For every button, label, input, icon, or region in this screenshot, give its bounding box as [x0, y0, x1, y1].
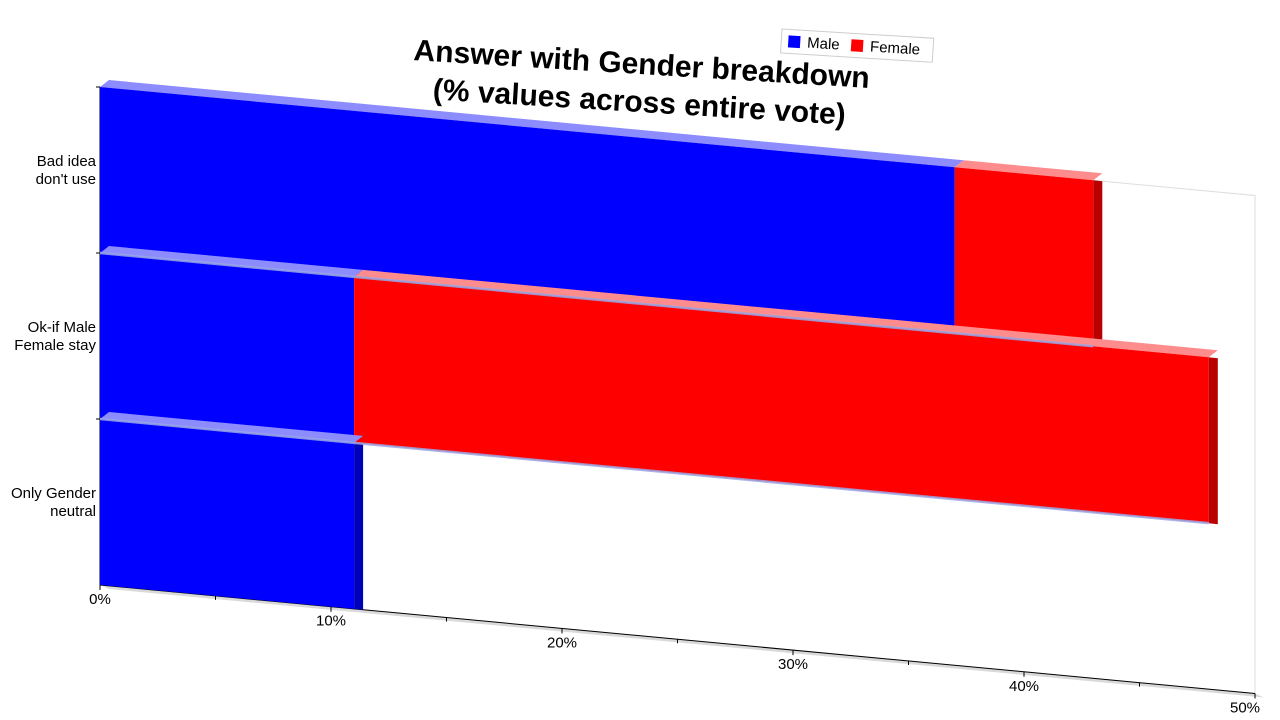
bar-front-face	[954, 167, 1094, 347]
bar-top-face	[100, 246, 364, 277]
bar-female-1	[354, 269, 1218, 525]
category-label-2: Only Gender neutral	[11, 485, 96, 520]
x-tick-label-5: 50%	[1230, 700, 1260, 717]
bar-side-face	[1208, 357, 1218, 525]
x-tick-label-0: 0%	[89, 591, 111, 608]
bar-top-face	[354, 269, 1218, 358]
row-divider	[99, 417, 1209, 525]
category-labels: Bad idea don't use Ok-if Male Female stay On…	[11, 86, 100, 520]
x-tick-label-2: 20%	[547, 634, 577, 651]
bar-female-0	[954, 160, 1103, 348]
bar-front-face	[100, 419, 355, 609]
legend-swatch-female	[850, 39, 864, 52]
bar-top-face	[100, 80, 964, 168]
category-label-line: Female stay	[14, 337, 96, 354]
bar-front-face	[354, 276, 1209, 524]
x-tick-label-3: 30%	[778, 656, 808, 673]
legend: Male Female	[780, 28, 935, 63]
row-dividers	[99, 251, 1209, 525]
bar-front-face	[100, 253, 355, 443]
category-label-0: Bad idea don't use	[36, 153, 97, 188]
bars	[100, 80, 1218, 610]
plot-floor	[100, 585, 1264, 698]
category-label-line: Bad idea	[37, 153, 97, 170]
bar-male-2	[100, 412, 364, 610]
category-label-line: don't use	[36, 171, 96, 188]
category-label-1: Ok-if Male Female stay	[14, 319, 96, 354]
category-label-line: neutral	[50, 503, 96, 520]
row-divider	[99, 251, 1094, 348]
bar-side-face	[354, 442, 364, 610]
bar-top-face	[100, 412, 364, 443]
legend-label-female: Female	[870, 38, 921, 58]
x-tick-label-1: 10%	[316, 613, 346, 630]
category-label-line: Only Gender	[11, 485, 96, 502]
bar-side-face	[1093, 180, 1103, 348]
legend-swatch-male	[787, 35, 801, 49]
bar-male-1	[100, 246, 364, 443]
x-axis-ticks: 0% 10% 20% 30% 40% 50%	[89, 585, 1260, 717]
x-tick-label-4: 40%	[1009, 678, 1039, 695]
legend-label-male: Male	[807, 35, 840, 54]
category-label-line: Ok-if Male	[28, 319, 96, 336]
bar-top-face	[954, 160, 1103, 181]
